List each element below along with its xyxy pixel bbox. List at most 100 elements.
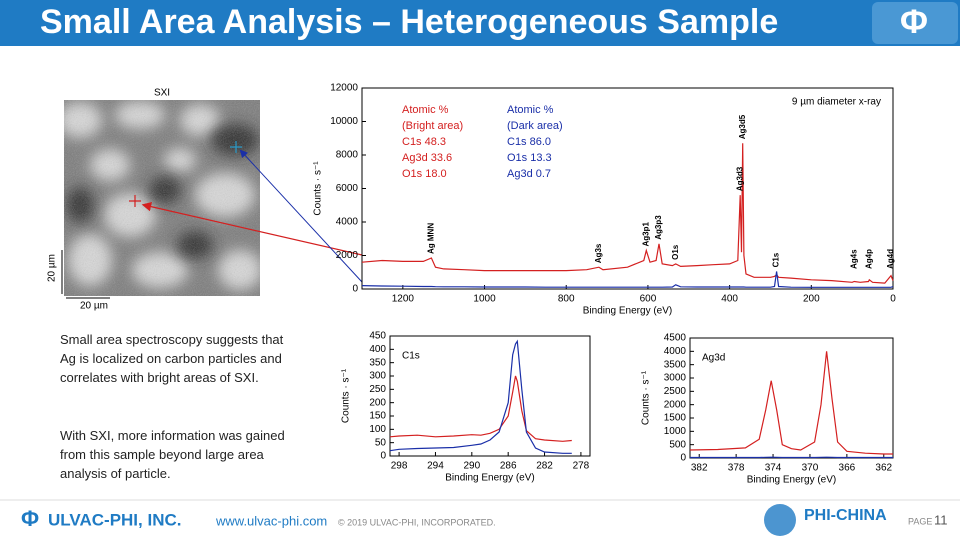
y-axis-label: Counts · s⁻¹: [313, 161, 324, 216]
footer-url: www.ulvac-phi.com: [215, 513, 327, 528]
composition-text: Atomic %: [507, 104, 554, 116]
x-tick-label: 362: [875, 463, 892, 474]
blue-arrow: [239, 149, 363, 283]
peak-label: Ag4p: [864, 249, 873, 269]
x-axis-label: Binding Energy (eV): [747, 475, 837, 486]
plot-frame: [361, 87, 894, 290]
y-tick-label: 100: [369, 424, 386, 435]
x-tick-label: 374: [765, 463, 782, 474]
chart-note: 9 µm diameter x-ray: [792, 97, 881, 108]
composition-text: O1s 13.3: [507, 152, 552, 164]
footer-brand: PHI-CHINA: [804, 507, 887, 524]
y-axis-label: Counts · s⁻¹: [341, 368, 352, 423]
y-tick-label: 350: [369, 357, 386, 368]
spectrum-line: [389, 339, 572, 454]
peak-label: Ag3d5: [738, 114, 747, 139]
x-tick-label: 278: [573, 461, 590, 472]
y-tick-label: 300: [369, 371, 386, 382]
y-tick-label: 450: [369, 331, 386, 342]
y-tick-label: 150: [369, 411, 386, 422]
peak-label: Ag3d3: [735, 166, 744, 191]
title-bar: [0, 0, 960, 46]
y-tick-label: 1000: [664, 426, 687, 437]
x-tick-label: 366: [839, 463, 856, 474]
spectrum-line: [361, 143, 894, 284]
peak-label: O1s: [671, 244, 680, 260]
composition-text: Ag3d 33.6: [402, 152, 452, 164]
y-tick-label: 250: [369, 384, 386, 395]
x-tick-label: 378: [728, 463, 745, 474]
x-tick-label: 294: [427, 461, 444, 472]
spectrum-line: [389, 375, 572, 442]
peak-label: Ag3s: [594, 243, 603, 263]
x-tick-label: 0: [890, 294, 896, 305]
x-tick-label: 298: [391, 461, 408, 472]
slide-title: Small Area Analysis – Heterogeneous Samp…: [40, 3, 778, 41]
x-tick-label: 382: [691, 463, 708, 474]
x-tick-label: 1000: [473, 294, 496, 305]
y-tick-label: 2500: [664, 386, 687, 397]
x-tick-label: 290: [463, 461, 480, 472]
y-tick-label: 0: [352, 284, 358, 295]
logo-box: [872, 2, 958, 44]
x-tick-label: 370: [802, 463, 819, 474]
y-tick-label: 4000: [664, 346, 687, 357]
y-tick-label: 8000: [336, 150, 359, 161]
footer-logo: Φ: [21, 506, 39, 531]
y-tick-label: 50: [375, 437, 387, 448]
y-tick-label: 10000: [330, 116, 358, 127]
y-tick-label: 6000: [336, 183, 359, 194]
x-tick-label: 200: [803, 294, 820, 305]
composition-text: Atomic %: [402, 104, 449, 116]
peak-label: Ag4d: [886, 249, 895, 269]
x-axis-label: Binding Energy (eV): [583, 306, 673, 317]
spectrum-line: [361, 271, 894, 288]
composition-text: O1s 18.0: [402, 168, 447, 180]
x-tick-label: 800: [558, 294, 575, 305]
footer-company: ULVAC-PHI, INC.: [48, 510, 181, 529]
x-tick-label: 282: [536, 461, 553, 472]
peak-label: Ag MNN: [427, 223, 436, 254]
composition-text: (Bright area): [402, 120, 463, 132]
brand-icon: [764, 504, 796, 536]
y-tick-label: 200: [369, 397, 386, 408]
y-tick-label: 3000: [664, 373, 687, 384]
composition-text: C1s 86.0: [507, 136, 551, 148]
paragraph: Small area spectroscopy suggests that Ag…: [60, 332, 284, 385]
panel-label: C1s: [402, 351, 420, 362]
y-tick-label: 12000: [330, 83, 358, 94]
peak-label: Ag3p3: [654, 215, 663, 240]
composition-text: (Dark area): [507, 120, 563, 132]
y-tick-label: 4500: [664, 333, 687, 344]
title-logo: Φ: [900, 3, 928, 41]
panel-label: Ag3d: [702, 353, 725, 364]
peak-label: Ag4s: [849, 249, 858, 269]
footer-copyright: © 2019 ULVAC-PHI, INCORPORATED.: [338, 517, 496, 527]
x-tick-label: 286: [500, 461, 517, 472]
plot-frame: [389, 335, 591, 457]
scale-label-x: 20 µm: [80, 301, 108, 312]
y-tick-label: 2000: [336, 250, 359, 261]
x-axis-label: Binding Energy (eV): [445, 473, 535, 484]
x-tick-label: 1200: [392, 294, 415, 305]
y-tick-label: 1500: [664, 413, 687, 424]
y-tick-label: 2000: [664, 399, 687, 410]
page-label: PAGE: [908, 516, 932, 526]
y-tick-label: 4000: [336, 217, 359, 228]
spectrum-line: [689, 351, 893, 455]
scale-label-y: 20 µm: [47, 254, 58, 282]
peak-label: Ag3p1: [641, 221, 650, 246]
blue-marker: [230, 141, 242, 153]
y-tick-label: 500: [669, 439, 686, 450]
red-marker: [129, 195, 141, 207]
sxi-image: [64, 100, 260, 296]
composition-text: C1s 48.3: [402, 136, 446, 148]
peak-label: C1s: [772, 252, 781, 267]
page-number: 11: [934, 512, 948, 527]
y-tick-label: 400: [369, 344, 386, 355]
paragraph: With SXI, more information was gained fr…: [60, 428, 285, 481]
y-tick-label: 0: [380, 451, 386, 462]
y-axis-label: Counts · s⁻¹: [641, 370, 652, 425]
